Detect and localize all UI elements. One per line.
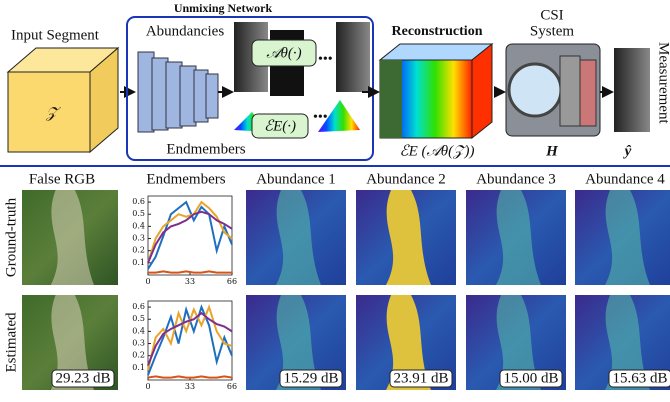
column-header: Abundance 2 xyxy=(366,171,446,187)
y-tick-label: 0.2 xyxy=(132,351,145,360)
reconstruction-label: Reconstruction xyxy=(392,24,483,39)
results: False RGB Endmembers Abundance 1 Abundance … xyxy=(3,171,670,391)
abundancies-label: Abundancies xyxy=(146,23,224,39)
endmember-line xyxy=(148,307,232,375)
x-tick-label: 33 xyxy=(185,277,195,286)
endmember-line xyxy=(148,212,232,263)
csi-symbol: H xyxy=(545,143,559,159)
endmember-line xyxy=(148,313,232,365)
ellipsis: ••• xyxy=(318,52,333,67)
score: 15.29 dB xyxy=(283,370,338,386)
score: 23.91 dB xyxy=(393,370,448,386)
plot-frame xyxy=(148,301,232,380)
reconstruction-formula: ℰE (𝒜θ(𝒵)) xyxy=(400,143,475,159)
y-tick-label: 0.2 xyxy=(132,246,145,255)
score: 15.00 dB xyxy=(503,370,558,386)
x-tick-label: 66 xyxy=(227,277,237,286)
endmembers-label: Endmembers xyxy=(166,141,245,157)
figure: Input Segment 𝒵 Unmixing Network Abundan… xyxy=(0,0,670,402)
abundance-op: 𝒜θ(·) xyxy=(266,45,301,61)
y-tick-label: 0.1 xyxy=(132,363,145,372)
y-tick-label: 0.1 xyxy=(132,258,145,267)
y-tick-label: 0.3 xyxy=(132,339,145,348)
csi-label: System xyxy=(530,23,575,39)
measurement-symbol: ŷ xyxy=(623,143,632,159)
column-header: Endmembers xyxy=(146,171,225,187)
ellipsis: ••• xyxy=(313,110,328,125)
y-tick-label: 0.6 xyxy=(132,197,145,206)
csi-label: CSI xyxy=(540,7,563,23)
measurement-image xyxy=(614,48,650,132)
y-tick-label: 0.5 xyxy=(132,209,145,218)
score: 29.23 dB xyxy=(55,370,110,386)
y-tick-label: 0.5 xyxy=(132,314,145,323)
endmember-line xyxy=(148,271,232,272)
endmember-op: ℰE(·) xyxy=(264,118,296,134)
x-tick-label: 66 xyxy=(227,382,237,391)
row-label: Estimated xyxy=(3,312,19,372)
x-tick-label: 0 xyxy=(145,382,150,391)
row-label: Ground-truth xyxy=(3,197,19,277)
network-title: Unmixing Network xyxy=(174,1,273,15)
column-header: False RGB xyxy=(29,171,95,187)
diagram: Input Segment 𝒵 Unmixing Network Abundan… xyxy=(8,1,670,160)
y-tick-label: 0.6 xyxy=(132,302,145,311)
column-header: Abundance 4 xyxy=(585,171,665,187)
column-header: Abundance 1 xyxy=(256,171,336,187)
y-tick-label: 0.4 xyxy=(132,221,145,230)
endmember-line xyxy=(148,376,232,377)
y-tick-label: 0.3 xyxy=(132,234,145,243)
x-tick-label: 0 xyxy=(145,277,150,286)
measurement-label: Measurement xyxy=(656,42,670,124)
input-label: Input Segment xyxy=(11,27,100,43)
x-tick-label: 33 xyxy=(185,382,195,391)
column-header: Abundance 3 xyxy=(476,171,556,187)
score: 15.63 dB xyxy=(612,370,667,386)
y-tick-label: 0.4 xyxy=(132,326,145,335)
